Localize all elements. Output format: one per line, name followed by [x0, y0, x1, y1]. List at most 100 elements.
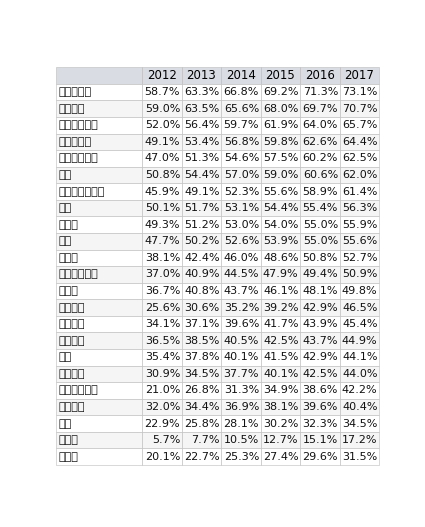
Text: 52.0%: 52.0%	[144, 120, 180, 130]
Text: 45.4%: 45.4%	[342, 319, 377, 329]
Bar	[221, 167, 261, 183]
Bar	[142, 101, 182, 117]
Text: 2016: 2016	[305, 69, 335, 82]
Bar	[261, 299, 300, 316]
Text: 38.6%: 38.6%	[303, 385, 338, 395]
Bar	[57, 366, 142, 382]
Text: 63.3%: 63.3%	[184, 87, 220, 97]
Bar	[261, 282, 300, 299]
Text: 50.8%: 50.8%	[303, 253, 338, 263]
Text: 50.9%: 50.9%	[342, 269, 377, 279]
Text: 51.3%: 51.3%	[184, 153, 220, 163]
Bar	[182, 382, 221, 399]
Text: 36.5%: 36.5%	[145, 336, 180, 346]
Text: 17.2%: 17.2%	[342, 435, 377, 445]
Text: 71.3%: 71.3%	[303, 87, 338, 97]
Bar	[182, 67, 221, 84]
Text: 58.9%: 58.9%	[303, 187, 338, 197]
Bar	[340, 349, 379, 366]
Text: フィンランド: フィンランド	[58, 153, 98, 163]
Bar	[57, 117, 142, 133]
Bar	[300, 217, 340, 233]
Text: 42.9%: 42.9%	[303, 302, 338, 313]
Text: 49.3%: 49.3%	[144, 220, 180, 230]
Text: 56.4%: 56.4%	[184, 120, 220, 130]
Text: 2017: 2017	[345, 69, 374, 82]
Bar	[142, 167, 182, 183]
Bar	[340, 167, 379, 183]
Bar	[261, 250, 300, 266]
Text: 50.2%: 50.2%	[184, 236, 220, 246]
Bar	[221, 382, 261, 399]
Bar	[300, 382, 340, 399]
Bar	[142, 200, 182, 217]
Text: 39.6%: 39.6%	[303, 402, 338, 412]
Bar	[221, 432, 261, 448]
Bar	[340, 333, 379, 349]
Bar	[57, 233, 142, 250]
Text: 米国: 米国	[58, 203, 71, 213]
Bar	[340, 200, 379, 217]
Bar	[340, 366, 379, 382]
Bar	[340, 183, 379, 200]
Text: 47.9%: 47.9%	[263, 269, 298, 279]
Bar	[182, 183, 221, 200]
Text: 26.8%: 26.8%	[184, 385, 220, 395]
Text: 46.5%: 46.5%	[342, 302, 377, 313]
Text: 40.1%: 40.1%	[224, 352, 259, 362]
Bar	[340, 382, 379, 399]
Bar	[57, 316, 142, 333]
Bar	[182, 366, 221, 382]
Text: 43.9%: 43.9%	[303, 319, 338, 329]
Bar	[221, 250, 261, 266]
Text: 38.1%: 38.1%	[263, 402, 298, 412]
Text: 49.4%: 49.4%	[303, 269, 338, 279]
Text: 62.0%: 62.0%	[342, 170, 377, 180]
Text: 44.9%: 44.9%	[342, 336, 377, 346]
Bar	[261, 432, 300, 448]
Text: 69.7%: 69.7%	[303, 104, 338, 114]
Bar	[182, 217, 221, 233]
Text: ブラジル: ブラジル	[58, 369, 85, 379]
Text: 韓国: 韓国	[58, 170, 71, 180]
Text: 31.3%: 31.3%	[224, 385, 259, 395]
Bar	[142, 415, 182, 432]
Text: 中国: 中国	[58, 418, 71, 428]
Text: 40.9%: 40.9%	[184, 269, 220, 279]
Bar	[340, 448, 379, 465]
Text: 10.5%: 10.5%	[224, 435, 259, 445]
Text: 40.5%: 40.5%	[224, 336, 259, 346]
Bar	[300, 233, 340, 250]
Text: 37.7%: 37.7%	[224, 369, 259, 379]
Bar	[142, 266, 182, 282]
Text: 34.4%: 34.4%	[184, 402, 220, 412]
Text: 30.6%: 30.6%	[184, 302, 220, 313]
Bar	[340, 101, 379, 117]
Text: 54.0%: 54.0%	[263, 220, 298, 230]
Bar	[57, 101, 142, 117]
Bar	[261, 233, 300, 250]
Bar	[57, 415, 142, 432]
Bar	[300, 448, 340, 465]
Bar	[261, 217, 300, 233]
Bar	[300, 183, 340, 200]
Text: 64.4%: 64.4%	[342, 137, 377, 147]
Bar	[57, 167, 142, 183]
Text: 59.7%: 59.7%	[224, 120, 259, 130]
Bar	[142, 366, 182, 382]
Text: イタリア: イタリア	[58, 402, 85, 412]
Bar	[57, 266, 142, 282]
Bar	[182, 415, 221, 432]
Bar	[221, 282, 261, 299]
Text: 12.7%: 12.7%	[263, 435, 298, 445]
Text: 69.2%: 69.2%	[263, 87, 298, 97]
Bar	[57, 432, 142, 448]
Text: 42.5%: 42.5%	[263, 336, 298, 346]
Bar	[182, 133, 221, 150]
Bar	[221, 67, 261, 84]
Bar	[300, 117, 340, 133]
Text: 59.8%: 59.8%	[263, 137, 298, 147]
Text: 22.9%: 22.9%	[144, 418, 180, 428]
Text: 55.6%: 55.6%	[264, 187, 298, 197]
Text: 53.0%: 53.0%	[224, 220, 259, 230]
